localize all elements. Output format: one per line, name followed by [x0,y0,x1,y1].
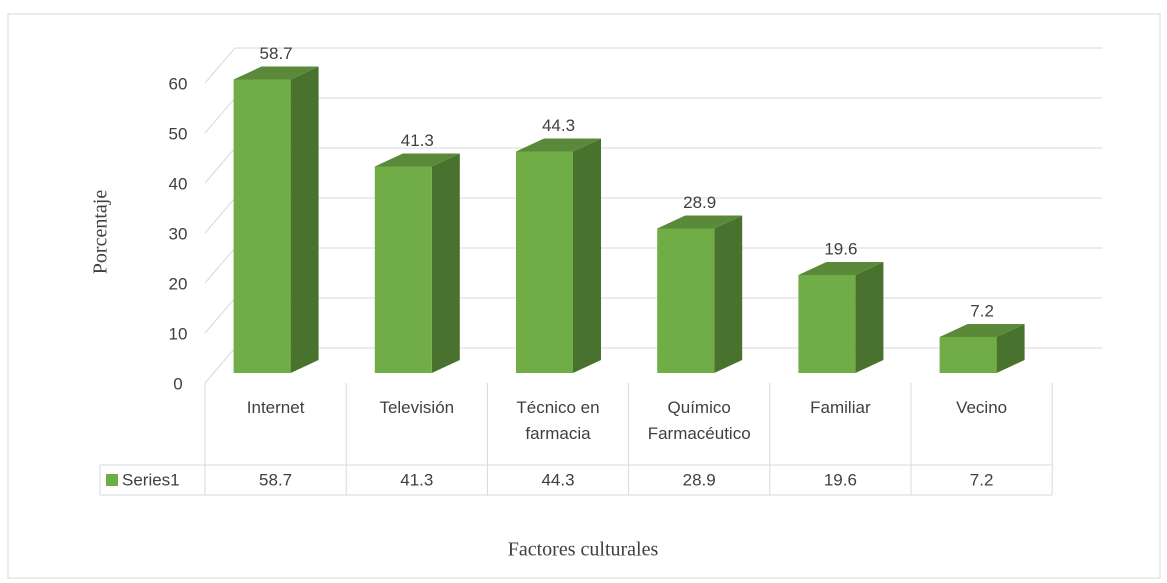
bar [939,337,997,373]
bar-side [714,215,743,373]
x-tick-label-box: Internet [246,398,305,417]
x-tick-label: Técnico en farmacia [516,398,600,443]
x-tick-label: Internet [246,398,305,417]
x-axis-title: Factores culturales [508,539,659,561]
bar-side [573,138,601,373]
bar-side [855,262,884,373]
data-label: 28.9 [683,193,716,212]
bar-top [798,262,884,275]
grid-line-side [204,197,236,234]
bar [233,79,291,373]
grid-line-side [204,97,236,134]
bar-top [657,215,743,229]
y-tick-label: 40 [169,174,188,193]
bar-top [374,153,460,167]
table-value: 44.3 [541,470,574,489]
x-tick-label-box: Vecino [956,398,1008,417]
y-tick-label: 60 [169,74,188,93]
y-tick-label: 20 [169,274,188,293]
legend-label: Series1 [122,470,180,489]
table-value: 58.7 [259,470,292,489]
x-tick-label: Químico Farmacéutico [647,398,751,443]
grid-line-side [204,47,236,84]
x-tick-label: Familiar [810,398,871,417]
x-tick-label: Vecino [956,398,1008,417]
bar [374,166,432,373]
data-label: 44.3 [542,116,575,135]
bar-top [939,324,1025,337]
grid-line-side [204,147,236,184]
y-tick-label: 0 [173,374,182,393]
y-tick-label: 50 [169,124,188,143]
bar-top [233,66,319,80]
y-axis-title: Porcentaje [90,190,112,275]
bar-side [431,153,460,373]
data-label: 41.3 [401,131,434,150]
bar-top [516,138,601,152]
legend-swatch [106,474,118,486]
data-label: 7.2 [970,301,994,320]
y-tick-label: 10 [169,324,188,343]
grid-line-side [204,247,236,284]
x-tick-label-box: Familiar [810,398,871,417]
table-value: 41.3 [400,470,433,489]
table-value: 19.6 [824,470,857,489]
bar-side [996,324,1025,373]
bar [516,151,573,373]
table-value: 7.2 [970,470,994,489]
grid-line-side [204,297,236,334]
data-label: 58.7 [260,44,293,63]
x-tick-label: Televisión [379,398,455,417]
y-tick-label: 30 [169,224,188,243]
data-label: 19.6 [824,239,857,258]
x-tick-label-box: Técnico en farmacia [516,398,600,443]
x-tick-label-box: Televisión [379,398,455,417]
table-value: 28.9 [683,470,716,489]
grid-line-side [204,347,236,384]
x-tick-label-box: Químico Farmacéutico [647,398,751,443]
bar-side [290,66,319,373]
bar [657,228,715,373]
bar [798,275,856,373]
